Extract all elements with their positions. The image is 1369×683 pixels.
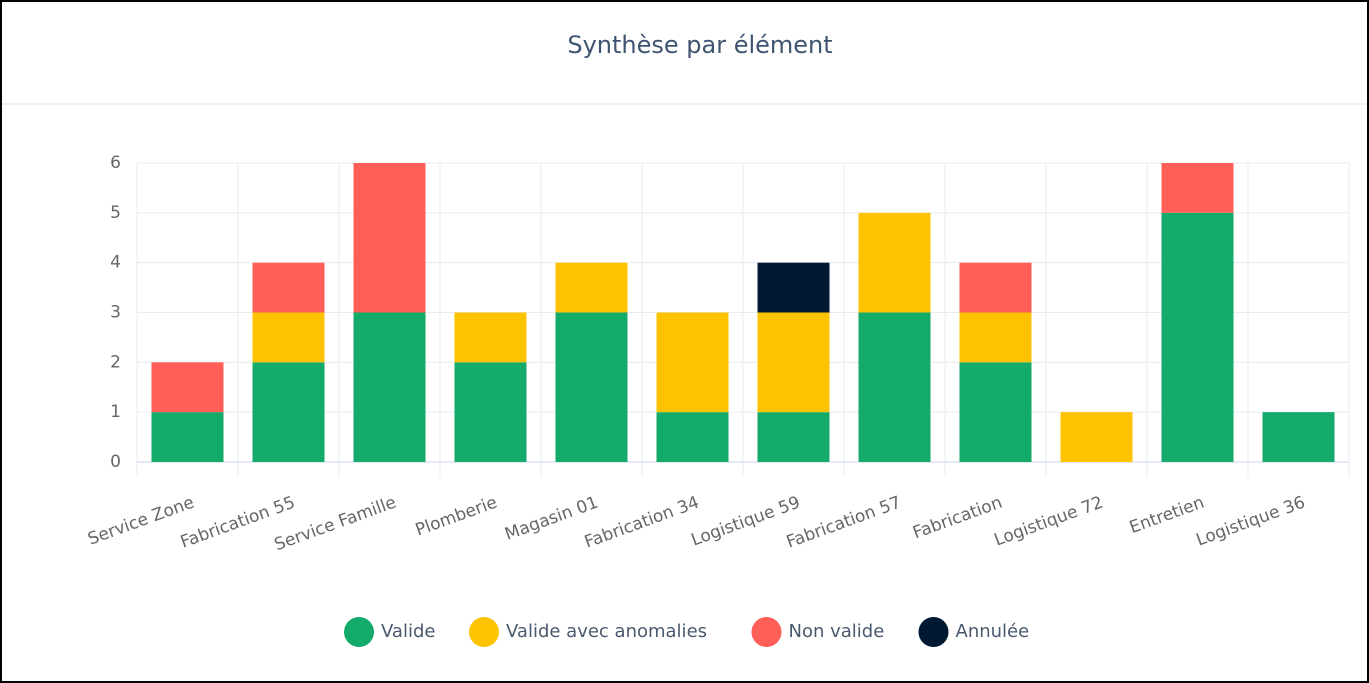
bar-segment: [959, 362, 1032, 462]
bar-segment: [959, 262, 1032, 313]
y-tick-label: 3: [110, 303, 121, 323]
bar-segment: [353, 163, 426, 313]
y-tick-label: 2: [110, 352, 121, 372]
legend-marker: [469, 617, 499, 647]
legend-marker: [344, 617, 374, 647]
bar-segment: [252, 312, 325, 363]
bar-segment: [1262, 412, 1335, 462]
bar-segment: [959, 312, 1032, 363]
legend-label: Annulée: [956, 621, 1030, 642]
bar-segment: [353, 312, 426, 462]
y-tick-label: 6: [110, 153, 121, 173]
bar-segment: [151, 412, 224, 462]
bar-segment: [656, 312, 729, 413]
bar-segment: [454, 312, 527, 363]
chart-title: Synthèse par élément: [567, 31, 832, 59]
bar-segment: [656, 412, 729, 462]
bar-segment: [555, 312, 628, 462]
bar-segment: [252, 362, 325, 462]
y-tick-label: 0: [110, 452, 121, 472]
y-tick-label: 1: [110, 402, 121, 422]
y-tick-label: 5: [110, 203, 121, 223]
bar-segment: [454, 362, 527, 462]
y-tick-label: 4: [110, 253, 121, 273]
bar-segment: [757, 262, 830, 313]
bar-segment: [1161, 212, 1234, 462]
bar-segment: [757, 312, 830, 413]
legend-marker: [751, 617, 782, 647]
legend-label: Valide avec anomalies: [506, 621, 707, 642]
bar-segment: [151, 362, 224, 413]
legend-label: Non valide: [789, 621, 885, 642]
bar-segment: [555, 262, 628, 313]
bar-segment: [858, 312, 931, 462]
bar-segment: [252, 262, 325, 313]
bar-segment: [858, 212, 931, 313]
bar-segment: [757, 412, 830, 462]
legend-label: Valide: [381, 621, 435, 642]
bar-segment: [1060, 412, 1133, 462]
bar-segment: [1161, 163, 1234, 213]
legend-marker: [918, 617, 949, 647]
